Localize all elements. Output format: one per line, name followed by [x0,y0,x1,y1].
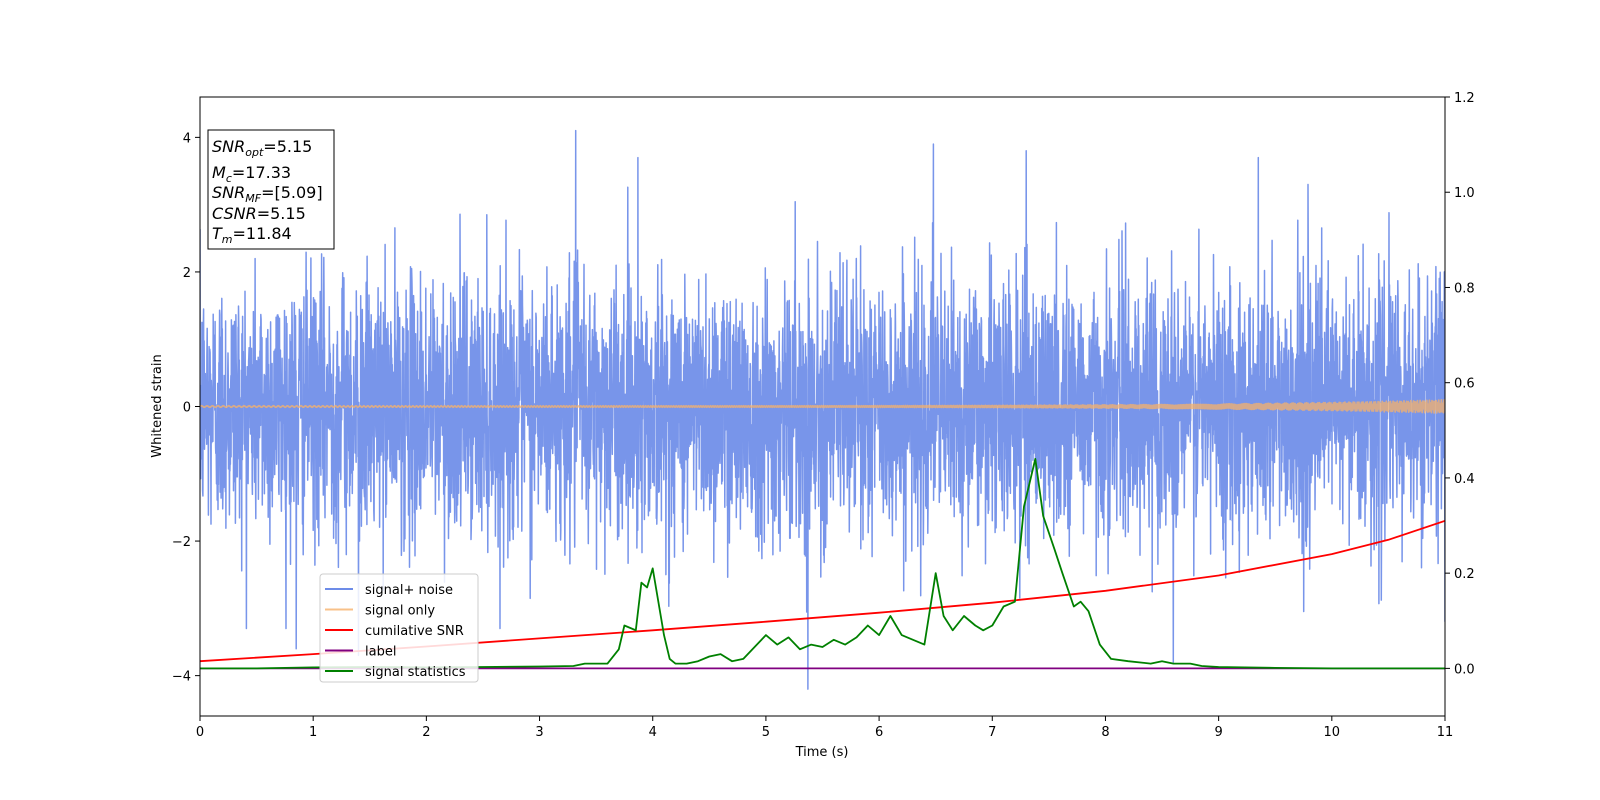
x-tick-label: 4 [649,725,657,740]
x-axis-label: Time (s) [795,745,849,760]
y-axis-label: Whitened strain [150,354,165,457]
x-tick-label: 0 [196,725,204,740]
annotation-snr-opt: SNRopt=5.15 [212,137,312,159]
y2-tick-label: 1.0 [1454,186,1475,201]
y2-tick-label: 0.2 [1454,567,1475,582]
legend-label: signal+ noise [365,583,453,598]
annotation-box: SNRopt=5.15 Mc=17.33 SNRMF=[5.09] CSNR=5… [207,129,335,250]
series-line-0 [200,129,1445,690]
legend: signal+ noise signal only cumilative SNR la… [319,573,479,683]
x-tick-label: 5 [762,725,770,740]
y-axis-right: 1.2 1.0 0.8 0.6 0.4 0.2 0.0 [1445,91,1475,677]
x-tick-label: 10 [1324,725,1341,740]
y2-tick-label: 0.8 [1454,281,1475,296]
x-tick-label: 11 [1437,725,1454,740]
y2-tick-label: 0.0 [1454,662,1475,677]
x-tick-label: 7 [988,725,996,740]
y-tick-label: −4 [172,670,191,685]
series-line-4 [200,458,1445,670]
x-tick-label: 3 [535,725,543,740]
y-tick-label: 4 [183,131,191,146]
legend-label: signal statistics [365,665,466,680]
x-tick-label: 1 [309,725,317,740]
annotation-csnr: CSNR=5.15 [212,204,306,223]
x-tick-label: 6 [875,725,883,740]
y-tick-label: −2 [172,535,191,550]
x-axis: 0 1 2 3 4 5 6 7 8 9 10 11 [196,716,1453,740]
x-tick-label: 2 [422,725,430,740]
legend-label: signal only [365,604,435,619]
y-axis-left: 4 2 0 −2 −4 [172,131,200,685]
legend-label: label [365,645,396,660]
annotation-frame [207,129,335,250]
y2-tick-label: 1.2 [1454,91,1475,106]
series-line-1 [200,399,1445,414]
x-tick-label: 8 [1101,725,1109,740]
x-tick-label: 9 [1214,725,1222,740]
y-tick-label: 2 [183,266,191,281]
y-tick-label: 0 [183,401,191,416]
annotation-mc: Mc=17.33 [212,163,291,185]
legend-frame [319,573,479,683]
y2-tick-label: 0.4 [1454,472,1475,487]
y2-tick-label: 0.6 [1454,377,1475,392]
legend-label: cumilative SNR [365,624,464,639]
annotation-tm: Tm=11.84 [212,224,292,246]
annotation-snr-mf: SNRMF=[5.09] [212,183,323,205]
